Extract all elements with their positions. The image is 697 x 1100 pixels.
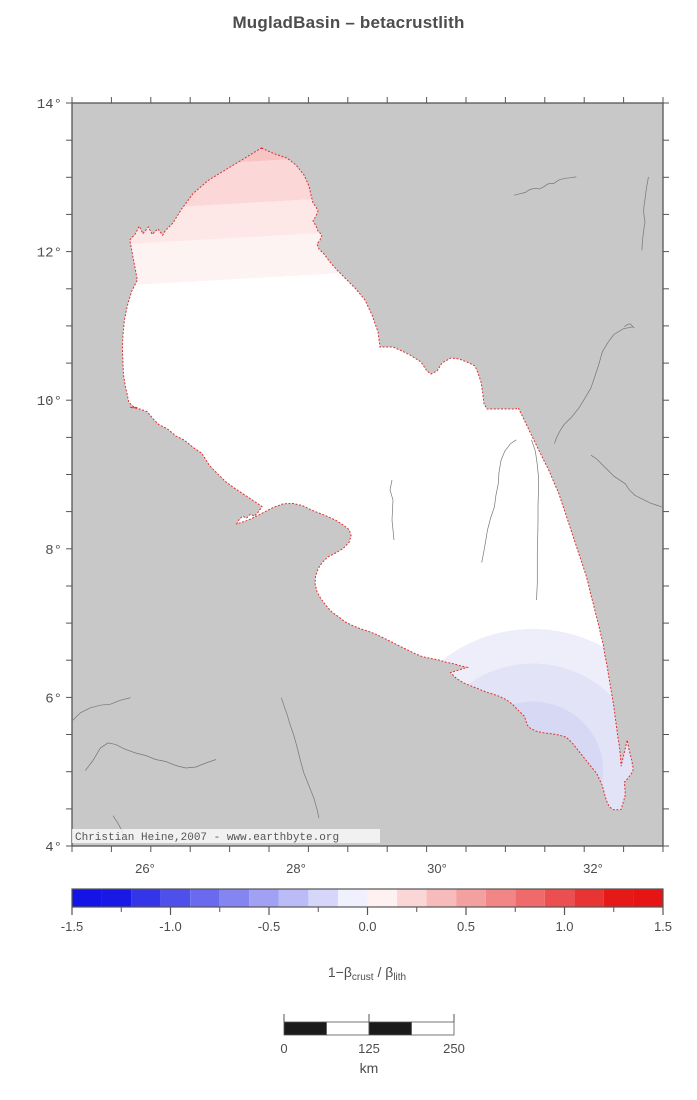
svg-text:10°: 10° — [37, 394, 62, 410]
svg-text:28°: 28° — [286, 861, 306, 876]
svg-text:1−βcrust / βlith: 1−βcrust / βlith — [328, 964, 406, 983]
svg-text:30°: 30° — [427, 861, 447, 876]
svg-text:6°: 6° — [45, 691, 62, 707]
svg-text:1.5: 1.5 — [654, 919, 672, 934]
svg-text:250: 250 — [443, 1041, 465, 1056]
svg-text:0.0: 0.0 — [358, 919, 376, 934]
svg-text:0: 0 — [280, 1041, 287, 1056]
svg-text:-0.5: -0.5 — [258, 919, 280, 934]
svg-text:-1.5: -1.5 — [61, 919, 83, 934]
svg-text:26°: 26° — [135, 861, 155, 876]
svg-text:8°: 8° — [45, 543, 62, 559]
svg-text:4°: 4° — [45, 840, 62, 856]
svg-text:Christian Heine,2007 - www.ear: Christian Heine,2007 - www.earthbyte.org — [75, 832, 339, 844]
svg-text:km: km — [360, 1060, 379, 1076]
svg-text:12°: 12° — [37, 246, 62, 262]
svg-text:1.0: 1.0 — [555, 919, 573, 934]
svg-text:-1.0: -1.0 — [159, 919, 181, 934]
svg-text:0.5: 0.5 — [457, 919, 475, 934]
svg-text:32°: 32° — [583, 861, 603, 876]
svg-text:125: 125 — [358, 1041, 380, 1056]
svg-text:14°: 14° — [37, 97, 62, 113]
